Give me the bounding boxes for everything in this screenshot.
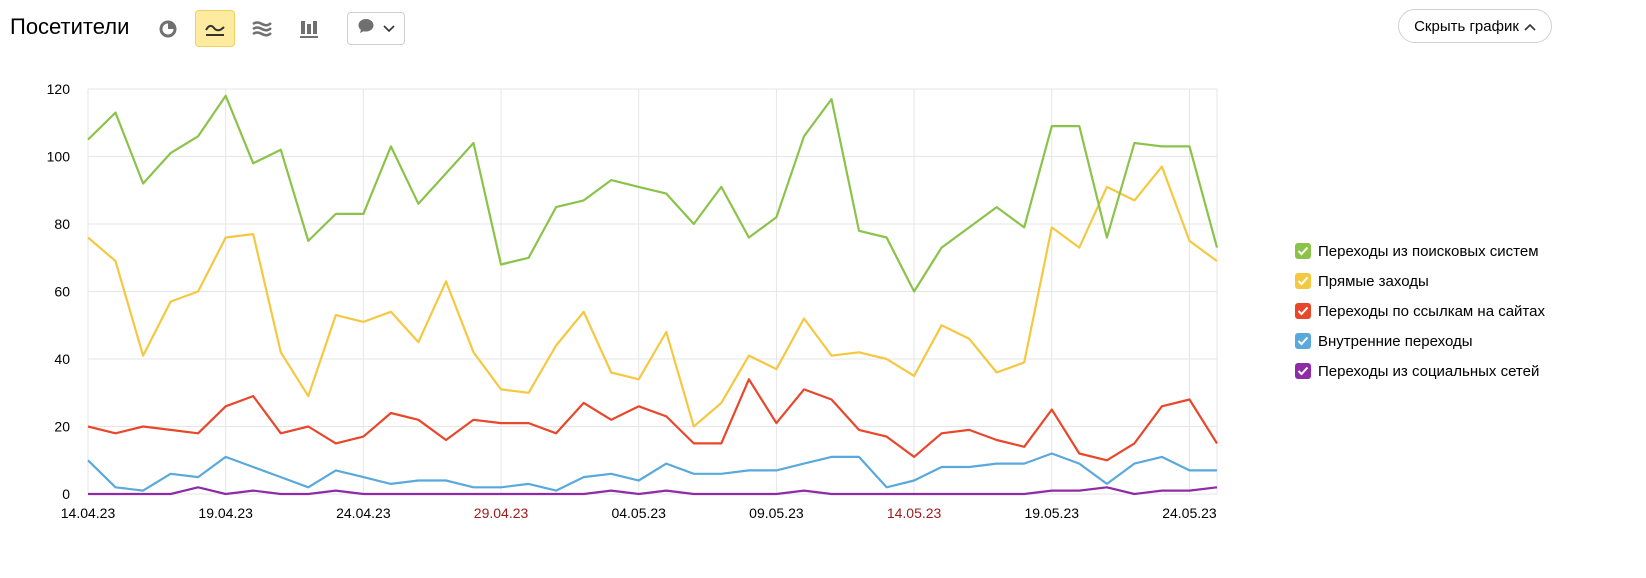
x-tick-label: 04.05.23 [611, 505, 666, 521]
column-chart-button[interactable] [289, 10, 329, 47]
legend-label: Переходы по ссылкам на сайтах [1318, 302, 1545, 320]
chevron-up-icon [1524, 18, 1536, 35]
x-tick-label: 09.05.23 [749, 505, 804, 521]
chart-legend: Переходы из поисковых систем Прямые захо… [1295, 236, 1545, 386]
annotations-dropdown[interactable] [347, 12, 405, 45]
pie-chart-icon [158, 19, 178, 39]
checkbox-icon[interactable] [1295, 303, 1311, 319]
hide-chart-button[interactable]: Скрыть график [1398, 9, 1552, 43]
x-tick-label: 19.04.23 [198, 505, 253, 521]
legend-item-social[interactable]: Переходы из социальных сетей [1295, 356, 1545, 386]
legend-label: Прямые заходы [1318, 272, 1429, 290]
speech-bubble-icon [357, 17, 375, 40]
y-tick-label: 100 [47, 149, 71, 165]
checkbox-icon[interactable] [1295, 273, 1311, 289]
checkbox-icon[interactable] [1295, 243, 1311, 259]
y-tick-label: 20 [54, 419, 70, 435]
area-chart-button[interactable] [242, 10, 282, 47]
series-line [88, 486, 1218, 496]
hide-chart-label: Скрыть график [1414, 17, 1519, 35]
legend-item-internal[interactable]: Внутренние переходы [1295, 326, 1545, 356]
line-chart-button[interactable] [195, 10, 235, 47]
legend-label: Внутренние переходы [1318, 332, 1473, 350]
legend-item-direct[interactable]: Прямые заходы [1295, 266, 1545, 296]
series-line [87, 165, 1218, 428]
x-tick-label: 24.04.23 [336, 505, 391, 521]
x-tick-label: 14.04.23 [61, 505, 116, 521]
series-line [87, 378, 1218, 462]
legend-item-links[interactable]: Переходы по ссылкам на сайтах [1295, 296, 1545, 326]
chevron-down-icon [383, 20, 395, 38]
y-tick-label: 40 [54, 351, 70, 367]
x-tick-label: 24.05.23 [1162, 505, 1217, 521]
column-chart-icon [299, 19, 319, 39]
legend-label: Переходы из поисковых систем [1318, 242, 1539, 260]
pie-chart-button[interactable] [148, 10, 188, 47]
legend-label: Переходы из социальных сетей [1318, 362, 1540, 380]
x-tick-label: 29.04.23 [474, 505, 529, 521]
checkbox-icon[interactable] [1295, 333, 1311, 349]
y-tick-label: 120 [47, 81, 71, 97]
line-chart-icon [204, 19, 226, 39]
y-tick-label: 80 [54, 216, 70, 232]
y-tick-label: 0 [62, 486, 70, 502]
y-tick-label: 60 [54, 284, 70, 300]
series-line [87, 94, 1219, 293]
x-tick-label: 14.05.23 [887, 505, 942, 521]
checkbox-icon[interactable] [1295, 363, 1311, 379]
visitors-line-chart: 0 20 40 60 80 100 120 14.04.23 19.04.23 24.04.23 2… [47, 81, 1219, 521]
legend-item-search[interactable]: Переходы из поисковых систем [1295, 236, 1545, 266]
x-tick-label: 19.05.23 [1025, 505, 1080, 521]
series-line [87, 452, 1217, 492]
area-chart-icon [251, 19, 273, 39]
page-title: Посетители [10, 14, 130, 39]
